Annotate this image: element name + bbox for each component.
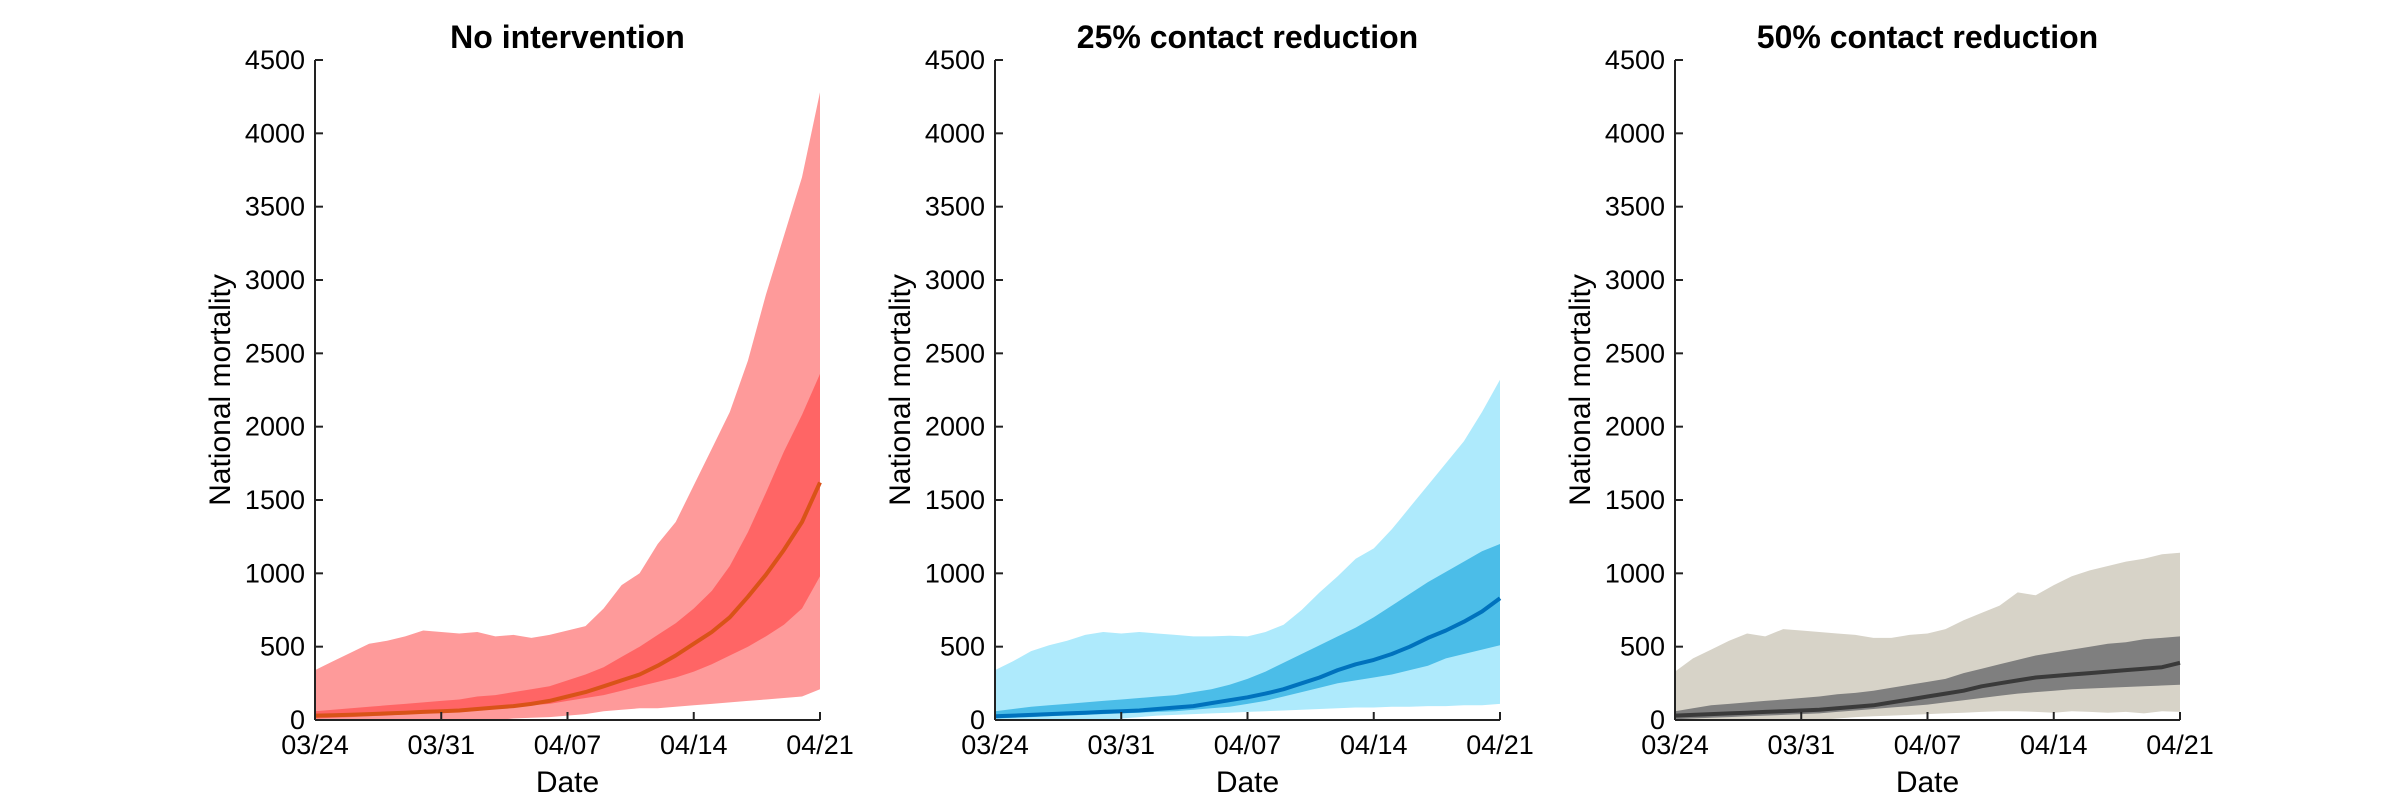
y-tick-label: 1500 xyxy=(1605,485,1665,515)
y-tick-label: 1000 xyxy=(245,558,305,588)
y-tick-label: 4500 xyxy=(245,45,305,75)
outer-interval-band xyxy=(995,379,1500,720)
y-tick-label: 3500 xyxy=(245,192,305,222)
median-line xyxy=(994,596,1502,719)
chart-title: 50% contact reduction xyxy=(1757,19,2098,55)
x-tick-label: 03/31 xyxy=(407,730,475,760)
panel-50-contact-reduction: 0 500 1000 1500 2000 2500 3000 3500 4000 4500 03/… xyxy=(1564,19,2214,799)
y-tick-label: 1000 xyxy=(1605,558,1665,588)
y-tick-label: 4000 xyxy=(245,118,305,148)
y-tick-label: 4000 xyxy=(1605,118,1665,148)
y-tick-label: 3000 xyxy=(925,265,985,295)
x-tick-label: 04/21 xyxy=(786,730,854,760)
y-axis-label: National mortality xyxy=(884,274,917,506)
y-tick-label: 0 xyxy=(1650,705,1665,735)
chart-title: No intervention xyxy=(450,19,685,55)
y-axis-label: National mortality xyxy=(1564,274,1597,506)
y-tick-label: 3500 xyxy=(1605,192,1665,222)
x-tick-label: 04/21 xyxy=(2146,730,2214,760)
y-tick-label: 500 xyxy=(940,632,985,662)
x-tick-label: 03/24 xyxy=(961,730,1029,760)
x-tick-label: 04/21 xyxy=(1466,730,1534,760)
x-tick-label: 03/31 xyxy=(1767,730,1835,760)
x-tick-label: 04/14 xyxy=(660,730,728,760)
y-tick-label: 2000 xyxy=(925,412,985,442)
inner-interval-band xyxy=(995,544,1500,719)
y-tick-label: 2500 xyxy=(245,338,305,368)
outer-interval-band xyxy=(315,92,820,721)
x-tick-label: 03/31 xyxy=(1087,730,1155,760)
y-tick-label: 1000 xyxy=(925,558,985,588)
y-tick-label: 500 xyxy=(1620,632,1665,662)
x-tick-label: 04/07 xyxy=(534,730,602,760)
x-tick-label: 03/24 xyxy=(281,730,349,760)
x-tick-label: 04/07 xyxy=(1214,730,1282,760)
y-tick-label: 3000 xyxy=(1605,265,1665,295)
x-tick-label: 04/14 xyxy=(1340,730,1408,760)
panel-no-intervention: 0 500 1000 1500 2000 2500 3000 3500 4000 4500 03/… xyxy=(204,19,854,799)
y-tick-label: 3000 xyxy=(245,265,305,295)
y-tick-label: 2000 xyxy=(1605,412,1665,442)
x-tick-label: 04/07 xyxy=(1894,730,1962,760)
y-tick-label: 4000 xyxy=(925,118,985,148)
y-tick-label: 4500 xyxy=(1605,45,1665,75)
y-tick-label: 0 xyxy=(970,705,985,735)
x-axis-label: Date xyxy=(1896,766,1959,799)
panel-25-contact-reduction: 0 500 1000 1500 2000 2500 3000 3500 4000 4500 03/… xyxy=(884,19,1534,799)
x-axis-label: Date xyxy=(1216,766,1279,799)
median-line xyxy=(1674,660,2181,718)
y-tick-label: 2500 xyxy=(1605,338,1665,368)
y-tick-label: 0 xyxy=(290,705,305,735)
x-tick-label: 04/14 xyxy=(2020,730,2088,760)
y-tick-label: 1500 xyxy=(925,485,985,515)
inner-interval-band xyxy=(1675,636,2180,720)
y-tick-label: 3500 xyxy=(925,192,985,222)
x-tick-label: 03/24 xyxy=(1641,730,1709,760)
y-tick-label: 500 xyxy=(260,632,305,662)
median-line xyxy=(314,481,822,718)
y-tick-label: 2500 xyxy=(925,338,985,368)
y-tick-label: 1500 xyxy=(245,485,305,515)
y-tick-label: 4500 xyxy=(925,45,985,75)
y-axis-label: National mortality xyxy=(204,274,237,506)
chart-title: 25% contact reduction xyxy=(1077,19,1418,55)
x-axis-label: Date xyxy=(536,766,599,799)
inner-interval-band xyxy=(315,373,820,719)
y-tick-label: 2000 xyxy=(245,412,305,442)
